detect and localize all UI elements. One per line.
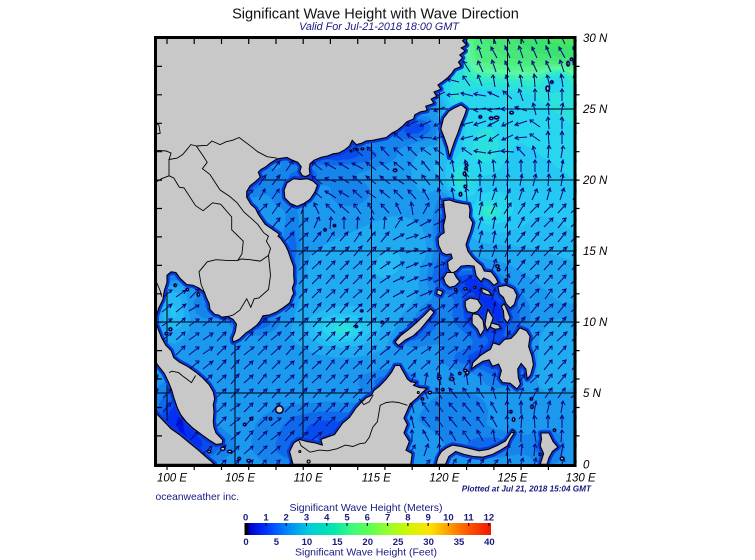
- svg-text:oceanweather inc.: oceanweather inc.: [156, 492, 240, 503]
- svg-text:115 E: 115 E: [362, 473, 392, 485]
- svg-text:20 N: 20 N: [582, 175, 608, 187]
- svg-text:6: 6: [365, 513, 370, 524]
- svg-text:40: 40: [484, 537, 495, 548]
- svg-text:120 E: 120 E: [429, 473, 459, 485]
- svg-text:8: 8: [405, 513, 410, 524]
- svg-text:15 N: 15 N: [583, 246, 608, 258]
- svg-text:30: 30: [423, 537, 434, 548]
- svg-text:130 E: 130 E: [566, 473, 596, 485]
- svg-text:100 E: 100 E: [157, 473, 187, 485]
- svg-text:Significant Wave Height (Feet): Significant Wave Height (Feet): [295, 547, 437, 559]
- svg-text:3: 3: [304, 513, 309, 524]
- svg-text:0: 0: [243, 513, 248, 524]
- svg-text:10 N: 10 N: [583, 317, 608, 329]
- svg-text:9: 9: [425, 513, 430, 524]
- svg-text:Valid For Jul-21-2018 18:00 GM: Valid For Jul-21-2018 18:00 GMT: [299, 21, 460, 33]
- svg-text:25 N: 25 N: [582, 104, 608, 116]
- svg-text:110 E: 110 E: [294, 473, 324, 485]
- svg-text:12: 12: [484, 513, 495, 524]
- svg-text:7: 7: [385, 513, 390, 524]
- svg-text:4: 4: [324, 513, 330, 524]
- svg-text:Plotted at Jul 21, 2018 15:04: Plotted at Jul 21, 2018 15:04 GMT: [462, 485, 592, 494]
- svg-text:1: 1: [263, 513, 269, 524]
- svg-text:11: 11: [464, 513, 475, 524]
- svg-text:5: 5: [274, 537, 280, 548]
- svg-text:15: 15: [332, 537, 343, 548]
- svg-text:Significant Wave Height with W: Significant Wave Height with Wave Direct…: [232, 7, 519, 23]
- svg-text:20: 20: [362, 537, 373, 548]
- svg-text:5: 5: [344, 513, 350, 524]
- svg-text:2: 2: [284, 513, 289, 524]
- svg-text:105 E: 105 E: [225, 473, 255, 485]
- svg-text:35: 35: [454, 537, 465, 548]
- svg-text:Significant Wave Height (Meter: Significant Wave Height (Meters): [289, 502, 442, 514]
- svg-text:125 E: 125 E: [497, 473, 527, 485]
- svg-text:10: 10: [302, 537, 313, 548]
- svg-text:5 N: 5 N: [583, 388, 602, 400]
- svg-text:30 N: 30 N: [583, 33, 608, 45]
- svg-text:0: 0: [243, 537, 248, 548]
- svg-text:25: 25: [393, 537, 404, 548]
- svg-text:0: 0: [583, 459, 590, 471]
- svg-text:10: 10: [443, 513, 454, 524]
